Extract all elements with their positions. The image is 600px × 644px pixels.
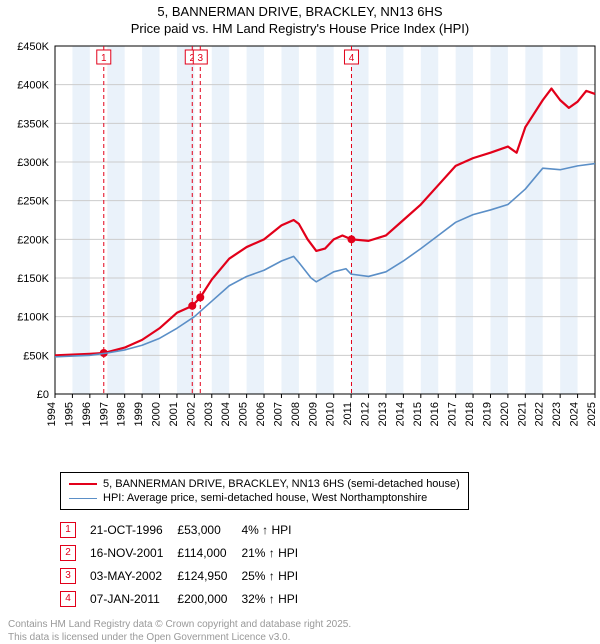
x-tick-label: 2021 bbox=[516, 402, 528, 426]
sale-marker-number: 4 bbox=[349, 53, 355, 64]
x-tick-label: 2016 bbox=[429, 402, 441, 426]
sale-marker-number: 1 bbox=[101, 53, 107, 64]
x-tick-label: 2007 bbox=[272, 402, 284, 426]
sales-row: 4 07-JAN-2011£200,00032% ↑ HPI bbox=[60, 587, 312, 610]
x-tick-label: 1996 bbox=[81, 402, 93, 426]
y-tick-label: £50K bbox=[23, 350, 49, 362]
sales-date: 07-JAN-2011 bbox=[90, 587, 177, 610]
sales-date: 03-MAY-2002 bbox=[90, 564, 177, 587]
sales-row: 2 16-NOV-2001£114,00021% ↑ HPI bbox=[60, 541, 312, 564]
sale-marker-number: 3 bbox=[197, 53, 203, 64]
legend-swatch bbox=[69, 498, 97, 499]
x-tick-label: 2022 bbox=[534, 402, 546, 426]
sales-pct: 32% ↑ HPI bbox=[241, 587, 312, 610]
x-tick-label: 2009 bbox=[307, 402, 319, 426]
x-tick-label: 2019 bbox=[481, 402, 493, 426]
legend-row: 5, BANNERMAN DRIVE, BRACKLEY, NN13 6HS (… bbox=[69, 477, 460, 491]
sales-badge: 1 bbox=[60, 522, 76, 538]
sales-date: 16-NOV-2001 bbox=[90, 541, 177, 564]
chart-svg: £0 £50K £100K £150K £200K £250K £300K £350K £400… bbox=[0, 36, 600, 466]
sales-date: 21-OCT-1996 bbox=[90, 518, 177, 541]
x-tick-label: 1999 bbox=[133, 402, 145, 426]
x-tick-label: 2011 bbox=[342, 402, 354, 426]
y-tick-label: £350K bbox=[17, 118, 49, 130]
legend-label: 5, BANNERMAN DRIVE, BRACKLEY, NN13 6HS (… bbox=[103, 478, 460, 490]
sales-badge: 4 bbox=[60, 591, 76, 607]
title-line-1: 5, BANNERMAN DRIVE, BRACKLEY, NN13 6HS bbox=[0, 4, 600, 19]
x-tick-label: 2013 bbox=[377, 402, 389, 426]
x-tick-label: 2020 bbox=[499, 402, 511, 426]
legend-row: HPI: Average price, semi-detached house,… bbox=[69, 491, 460, 505]
x-tick-label: 2024 bbox=[569, 402, 581, 426]
footnote: Contains HM Land Registry data © Crown c… bbox=[8, 618, 600, 644]
sales-price: £53,000 bbox=[177, 518, 241, 541]
y-tick-label: £150K bbox=[17, 273, 49, 285]
legend-swatch bbox=[69, 483, 97, 485]
sales-price: £114,000 bbox=[177, 541, 241, 564]
x-tick-label: 2008 bbox=[290, 402, 302, 426]
sales-row: 3 03-MAY-2002£124,95025% ↑ HPI bbox=[60, 564, 312, 587]
title-line-2: Price paid vs. HM Land Registry's House … bbox=[0, 21, 600, 36]
sales-row: 1 21-OCT-1996£53,0004% ↑ HPI bbox=[60, 518, 312, 541]
x-tick-label: 2025 bbox=[586, 402, 598, 426]
x-tick-label: 2017 bbox=[447, 402, 459, 426]
sales-table: 1 21-OCT-1996£53,0004% ↑ HPI 2 16-NOV-2001£… bbox=[60, 518, 312, 610]
x-tick-label: 1994 bbox=[46, 402, 58, 426]
sales-badge: 3 bbox=[60, 568, 76, 584]
x-tick-label: 2023 bbox=[551, 402, 563, 426]
y-tick-label: £300K bbox=[17, 157, 49, 169]
legend: 5, BANNERMAN DRIVE, BRACKLEY, NN13 6HS (… bbox=[60, 472, 469, 510]
chart-title-block: 5, BANNERMAN DRIVE, BRACKLEY, NN13 6HS P… bbox=[0, 0, 600, 36]
x-tick-label: 2005 bbox=[238, 402, 250, 426]
x-tick-label: 2000 bbox=[151, 402, 163, 426]
x-tick-label: 2010 bbox=[325, 402, 337, 426]
sales-pct: 25% ↑ HPI bbox=[241, 564, 312, 587]
footnote-line-2: This data is licensed under the Open Gov… bbox=[8, 631, 600, 644]
y-tick-label: £0 bbox=[37, 389, 49, 401]
y-tick-label: £450K bbox=[17, 41, 49, 53]
sales-price: £124,950 bbox=[177, 564, 241, 587]
sales-price: £200,000 bbox=[177, 587, 241, 610]
sales-pct: 4% ↑ HPI bbox=[241, 518, 312, 541]
x-tick-label: 1997 bbox=[98, 402, 110, 426]
x-tick-label: 2014 bbox=[394, 402, 406, 426]
x-tick-label: 2015 bbox=[412, 402, 424, 426]
sales-badge: 2 bbox=[60, 545, 76, 561]
legend-label: HPI: Average price, semi-detached house,… bbox=[103, 492, 427, 504]
x-tick-label: 1998 bbox=[116, 402, 128, 426]
x-tick-label: 2012 bbox=[360, 402, 372, 426]
chart-area: £0 £50K £100K £150K £200K £250K £300K £350K £400… bbox=[0, 36, 600, 466]
x-tick-label: 2004 bbox=[220, 402, 232, 426]
x-tick-label: 2003 bbox=[203, 402, 215, 426]
y-tick-label: £200K bbox=[17, 234, 49, 246]
x-tick-label: 2002 bbox=[185, 402, 197, 426]
y-tick-label: £250K bbox=[17, 196, 49, 208]
x-tick-label: 2006 bbox=[255, 402, 267, 426]
x-tick-label: 2001 bbox=[168, 402, 180, 426]
x-tick-label: 2018 bbox=[464, 402, 476, 426]
sales-pct: 21% ↑ HPI bbox=[241, 541, 312, 564]
y-tick-label: £100K bbox=[17, 312, 49, 324]
x-tick-label: 1995 bbox=[63, 402, 75, 426]
y-tick-label: £400K bbox=[17, 80, 49, 92]
